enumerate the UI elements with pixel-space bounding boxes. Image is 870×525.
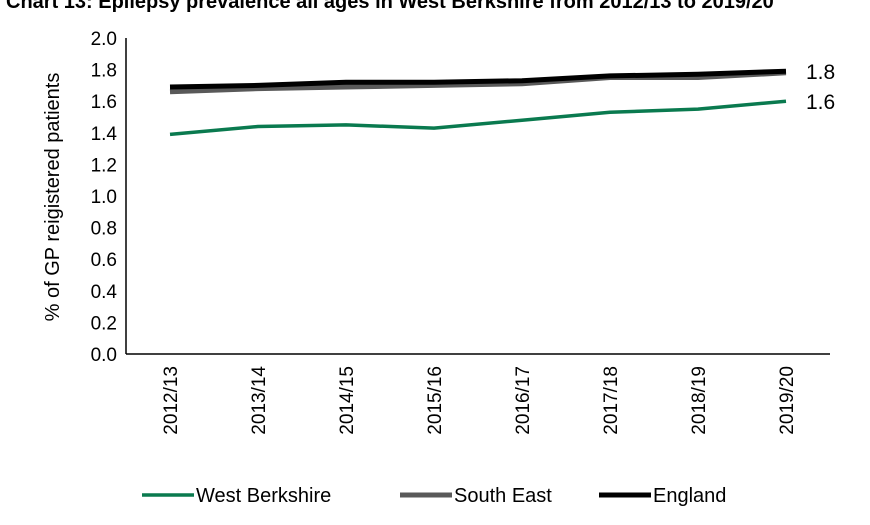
x-tick-label: 2014/15	[337, 366, 358, 435]
legend-label-west-berkshire: West Berkshire	[196, 485, 331, 507]
series-line-england	[169, 68, 787, 90]
x-tick-label: 2015/16	[425, 366, 446, 435]
legend: West Berkshire South East England	[142, 485, 726, 507]
y-tick-label: 2.0	[91, 29, 117, 50]
legend-label-england: England	[653, 485, 726, 507]
y-tick-label: 1.8	[91, 61, 117, 82]
y-tick-label: 1.2	[91, 155, 117, 176]
series-lines	[169, 68, 787, 137]
series-line-west-berkshire	[169, 99, 787, 137]
end-label-west-berkshire: 1.6	[806, 91, 835, 114]
y-tick-label: 0.8	[91, 219, 117, 240]
y-tick-label: 1.0	[91, 187, 117, 208]
x-tick-label: 2013/14	[249, 366, 270, 435]
y-axis-tick-labels: 0.0 0.2 0.4 0.6 0.8 1.0 1.2 1.4 1.6 1.8 2.0	[91, 29, 118, 366]
y-axis-title: % of GP reigistered patients	[42, 73, 64, 322]
chart-title: Chart 13: Epilepsy prevalence all ages i…	[6, 0, 774, 13]
series-line-south-east	[169, 70, 787, 95]
x-tick-label: 2012/13	[161, 366, 182, 435]
series-end-labels: 1.61.8	[806, 61, 835, 114]
y-tick-label: 0.2	[91, 313, 117, 334]
x-tick-label: 2016/17	[513, 366, 534, 435]
legend-label-south-east: South East	[454, 485, 552, 507]
y-tick-label: 1.4	[91, 124, 118, 145]
x-axis-tick-labels: 2012/13 2013/14 2014/15 2015/16 2016/17 2017/…	[161, 366, 798, 435]
x-tick-label: 2018/19	[689, 366, 710, 435]
y-tick-label: 0.4	[91, 282, 118, 303]
y-tick-label: 0.0	[91, 345, 117, 366]
end-label-england: 1.8	[806, 61, 835, 84]
y-tick-label: 1.6	[91, 92, 117, 113]
y-tick-label: 0.6	[91, 250, 117, 271]
x-tick-label: 2017/18	[601, 366, 622, 435]
x-tick-label: 2019/20	[777, 366, 798, 435]
